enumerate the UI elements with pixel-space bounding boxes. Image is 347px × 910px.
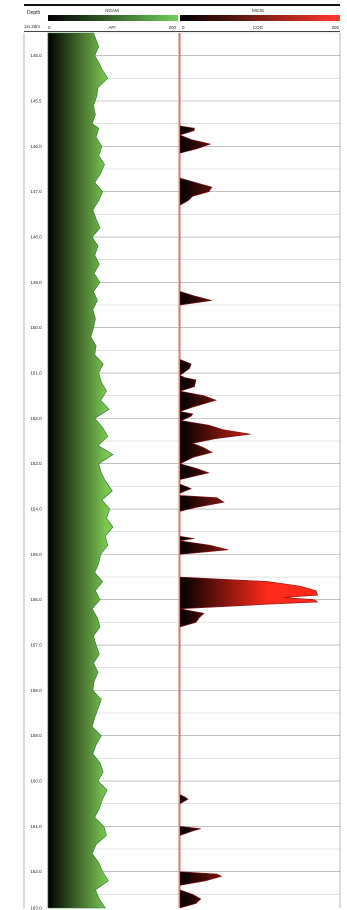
ngam-color-scale-bar <box>48 15 178 21</box>
ngam-tick-max: 200 <box>168 25 176 30</box>
depth-label-5: 149.0 <box>30 280 42 285</box>
log-tracks <box>47 32 319 909</box>
depth-label-8: 152.0 <box>30 416 42 421</box>
ngam-tick-min: 0 <box>48 25 51 30</box>
depth-label-4: 148.0 <box>30 235 42 240</box>
msjs-tick-min: 0 <box>182 25 185 30</box>
depth-label-15: 159.0 <box>30 733 42 738</box>
depth-label-1: 145.5 <box>30 99 42 104</box>
msjs-tick-unit: COG <box>253 25 264 30</box>
depth-label-14: 158.0 <box>30 688 42 693</box>
depth-labels: 145.0 145.5 146.0 147.0 148.0 149.0 150.0 151.0… <box>30 53 42 910</box>
depth-label-11: 155.0 <box>30 552 42 557</box>
log-header: Depth 1in:20m NGAM MSJS 0 API 200 0 COG … <box>24 4 340 32</box>
depth-label-9: 153.0 <box>30 461 42 466</box>
msjs-tick-max: 200 <box>331 25 339 30</box>
header-top-rule <box>24 4 340 6</box>
ngam-tick-unit: API <box>108 25 115 30</box>
depth-label-17: 161.0 <box>30 824 42 829</box>
depth-scale-label: 1in:20m <box>24 24 40 29</box>
msjs-curve-area <box>178 33 319 909</box>
depth-label-6: 150.0 <box>30 325 42 330</box>
ngam-curve-area <box>47 32 114 909</box>
header-bottom-rule <box>24 31 340 32</box>
depth-label-12: 156.0 <box>30 597 42 602</box>
depth-label-10: 154.0 <box>30 507 42 512</box>
depth-label-2: 146.0 <box>30 144 42 149</box>
depth-label-0: 145.0 <box>30 53 42 58</box>
depth-label-13: 157.0 <box>30 643 42 648</box>
depth-label-19: 163.0 <box>30 906 42 910</box>
ngam-track-title: NGAM <box>105 8 119 13</box>
msjs-color-scale-bar <box>180 15 340 21</box>
depth-column-title: Depth <box>27 10 41 16</box>
msjs-track-title: MSJS <box>252 8 264 13</box>
depth-label-18: 162.0 <box>30 869 42 874</box>
depth-label-16: 160.0 <box>30 779 42 784</box>
depth-label-7: 151.0 <box>30 371 42 376</box>
depth-label-3: 147.0 <box>30 189 42 194</box>
